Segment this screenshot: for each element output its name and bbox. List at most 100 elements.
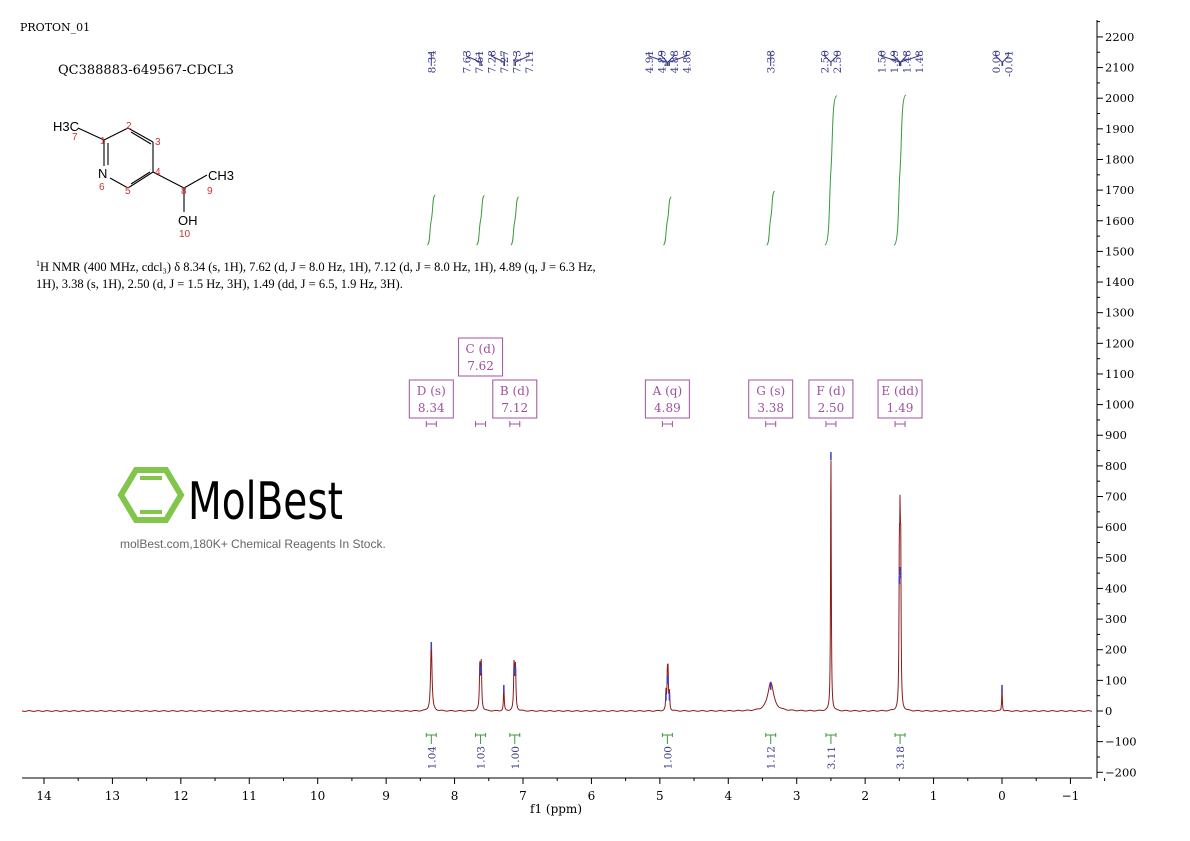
peak-label: 2.50 <box>832 50 844 73</box>
peak-label: 3.38 <box>766 50 778 73</box>
integral-bracket <box>765 733 777 744</box>
x-tick-label: 14 <box>36 789 52 803</box>
x-tick-label: 10 <box>310 789 325 803</box>
peak-label: 0.00 <box>991 50 1003 73</box>
peak-label: 7.28 <box>486 50 498 73</box>
multiplet-range <box>509 421 521 427</box>
peak-label: 7.61 <box>474 50 486 73</box>
multiplet-shift: 1.49 <box>887 401 914 415</box>
y-tick-label: 200 <box>1105 643 1127 657</box>
integral-bracket <box>894 733 906 744</box>
methyl-label: H3C <box>53 119 79 134</box>
y-tick-label: 1900 <box>1105 122 1134 136</box>
y-tick-label: 1100 <box>1105 367 1134 381</box>
x-tick-label: −1 <box>1062 789 1080 803</box>
multiplet-range <box>425 421 437 427</box>
peak-label: 4.91 <box>644 50 656 73</box>
x-tick-label: 2 <box>861 789 869 803</box>
atom-number: 3 <box>155 137 161 148</box>
y-tick-label: 100 <box>1105 673 1127 687</box>
integral-curve <box>510 196 520 246</box>
peak-label: 1.48 <box>901 50 913 73</box>
y-tick-label: −200 <box>1105 765 1137 779</box>
y-tick-label: 0 <box>1105 704 1112 718</box>
y-tick-label: 1200 <box>1105 336 1134 350</box>
integral-bracket <box>509 733 521 744</box>
y-tick-label: 300 <box>1105 612 1127 626</box>
multiplet-box <box>808 379 854 419</box>
multiplet-range <box>894 421 906 427</box>
atom-number: 8 <box>181 186 187 197</box>
integral-curve <box>893 94 907 246</box>
multiplet-range <box>825 421 837 427</box>
integral-curve <box>476 195 485 246</box>
x-tick-label: 11 <box>242 789 257 803</box>
peak-label: 1.49 <box>889 50 901 73</box>
x-tick-label: 7 <box>519 789 527 803</box>
peak-label-connector <box>830 52 838 66</box>
peak-label-connector <box>893 52 901 66</box>
x-tick-label: 1 <box>930 789 938 803</box>
y-tick-label: 2000 <box>1105 91 1134 105</box>
atom-number: 4 <box>155 167 161 178</box>
peak-label-connector <box>513 52 517 66</box>
atom-number: 6 <box>99 182 105 193</box>
x-tick-label: 8 <box>451 789 459 803</box>
peak-label: 7.11 <box>524 50 536 73</box>
watermark-tagline: molBest.com,180K+ Chemical Reagents In S… <box>120 537 386 551</box>
nmr-description: 1H NMR (400 MHz, cdcl₃) δ 8.34 (s, 1H), … <box>36 255 596 293</box>
y-tick-label: 1500 <box>1105 244 1134 258</box>
integral-curve <box>426 194 436 246</box>
multiplet-box <box>492 379 538 419</box>
nitrogen-label: N <box>98 166 107 181</box>
multiplet-shift: 4.89 <box>654 401 681 415</box>
integral-bracket <box>425 733 437 744</box>
peak-label-connector <box>514 52 530 66</box>
peak-label-connector <box>490 52 505 66</box>
y-tick-label: 2100 <box>1105 61 1134 75</box>
integral-value: 1.00 <box>510 746 522 769</box>
x-tick-label: 3 <box>793 789 801 803</box>
description-text: H NMR (400 MHz, cdcl₃) δ 8.34 (s, 1H), 7… <box>36 260 596 292</box>
x-tick-label: 9 <box>382 789 390 803</box>
multiplet-label: G (s) <box>756 384 785 398</box>
x-tick-label: 0 <box>998 789 1006 803</box>
y-tick-label: 1300 <box>1105 306 1134 320</box>
x-tick-label: 13 <box>105 789 120 803</box>
multiplet-range <box>661 421 673 427</box>
integral-curve <box>663 196 672 246</box>
atom-number: 1 <box>100 136 106 147</box>
x-tick-label: 5 <box>656 789 664 803</box>
methyl-label: CH3 <box>208 168 234 183</box>
x-tick-label: 12 <box>173 789 188 803</box>
integral-bracket <box>475 733 487 744</box>
y-tick-label: 400 <box>1105 581 1127 595</box>
spectrum-line <box>21 460 1093 712</box>
multiplet-range <box>475 421 487 427</box>
integral-curve <box>824 95 838 246</box>
atom-number: 9 <box>207 186 213 197</box>
integral-value: 1.00 <box>662 746 674 769</box>
integral-curve <box>766 190 775 246</box>
y-tick-label: 900 <box>1105 428 1127 442</box>
watermark: MolBest molBest.com,180K+ Chemical Reage… <box>117 467 386 551</box>
atom-number: 7 <box>72 132 78 143</box>
integral-value: 3.11 <box>826 746 838 769</box>
y-tick-label: 500 <box>1105 551 1127 565</box>
molbest-logo-icon <box>117 467 185 523</box>
peak-label-connector <box>503 52 506 66</box>
multiplet-label: E (dd) <box>881 384 918 398</box>
peak-label: 7.63 <box>461 50 473 73</box>
peak-label-connector <box>995 52 1003 66</box>
x-tick-label: 6 <box>588 789 596 803</box>
multiplet-shift: 2.50 <box>818 401 845 415</box>
multiplet-shift: 8.34 <box>418 401 445 415</box>
y-tick-label: 1800 <box>1105 152 1134 166</box>
peak-label-connector <box>880 52 900 66</box>
multiplet-box <box>644 379 690 419</box>
multiplet-box <box>748 379 794 419</box>
integral-value: 1.04 <box>426 746 438 770</box>
y-tick-label: 1400 <box>1105 275 1134 289</box>
hydroxyl-label: OH <box>178 213 198 228</box>
